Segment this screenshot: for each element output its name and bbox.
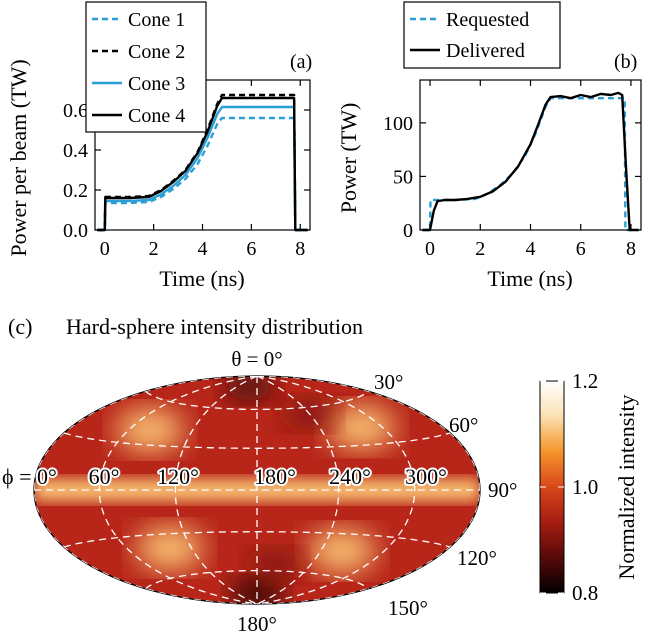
map-meridian-120: [174, 376, 258, 604]
a-xtick-label-0: 0: [100, 238, 110, 260]
panel-b-legend-box: [403, 1, 561, 69]
panel-c-title: Hard-sphere intensity distribution: [66, 314, 363, 339]
phi-label-180: 180°: [254, 464, 296, 489]
map-parallel-120: [63, 531, 451, 548]
map-meridian-60: [98, 376, 258, 604]
a-series-0: [97, 116, 308, 232]
map-meridian-240: [256, 376, 340, 604]
panel-a-legend-box: [85, 1, 207, 133]
phi-label-0: ϕ = 0°: [2, 464, 57, 489]
panel-c-label: (c): [8, 314, 32, 339]
theta-label-120: 120°: [457, 546, 497, 570]
a-ytick-label-2: 0.4: [63, 140, 88, 162]
map-gridlines: [34, 376, 480, 604]
b-legend-label-1: Delivered: [446, 40, 525, 62]
theta-label-150: 150°: [388, 596, 428, 620]
b-xtick-label-0: 0: [425, 238, 435, 260]
map-feature-dark-spot-8: [248, 549, 301, 580]
panel-c-intensity-map: (c) Hard-sphere intensity distribution θ…: [0, 314, 639, 636]
phi-label-240: 240°: [329, 464, 371, 489]
b-xtick-label-2: 4: [526, 238, 536, 260]
panel-a-series-layer: [97, 93, 308, 232]
panel-a-label: (a): [290, 51, 312, 73]
theta-label-90: 90°: [488, 478, 517, 502]
b-series-0: [422, 96, 639, 232]
panel-a-ylabel: Power per beam (TW): [6, 59, 31, 256]
panel-a-power-per-beam-chart: 0 2 4 6 8 0.0 0.2 0.4 0.6 (a) Time (ns) Power pe…: [6, 1, 312, 291]
map-feature-hot-spot-2: [327, 405, 396, 450]
panel-b-xlabel: Time (ns): [487, 266, 572, 291]
panel-b-ylabel: Power (TW): [336, 103, 361, 214]
theta-label-30: 30°: [374, 370, 403, 394]
map-meridian-0: [34, 376, 258, 604]
theta-label-60: 60°: [449, 413, 478, 437]
panel-a-legend: Cone 1 Cone 2 Cone 3 Cone 4: [85, 1, 207, 133]
map-feature-hot-spot-3: [135, 526, 204, 571]
panel-b-axes: 0 2 4 6 8 0 50 100: [383, 80, 641, 260]
a-xtick-label-3: 6: [246, 238, 256, 260]
colorbar-tick-label-1: 1.0: [572, 475, 598, 499]
b-series-1: [422, 91, 639, 232]
colorbar-tick-label-0: 0.8: [572, 581, 598, 605]
panel-b-plot-frame: [419, 79, 642, 231]
panel-b-label: (b): [614, 51, 637, 73]
b-ytick-label-1: 50: [393, 166, 413, 188]
map-labels: θ = 0° 30° 60° 90° 120° 150° 180° ϕ = 0° 60° 120°…: [0, 347, 517, 636]
a-ytick-label-0: 0.0: [63, 220, 88, 242]
a-legend-label-1: Cone 2: [128, 41, 185, 63]
colorbar-ticks: 0.8 1.0 1.2: [540, 369, 598, 605]
colorbar-tick-label-2: 1.2: [572, 369, 598, 393]
phi-label-60: 60°: [89, 464, 120, 489]
b-ytick-label-2: 100: [383, 113, 413, 135]
a-ytick-label-1: 0.2: [63, 180, 88, 202]
theta-label-180: 180°: [237, 612, 277, 636]
colorbar-label: Normalized intensity: [614, 394, 639, 579]
b-xtick-label-1: 2: [475, 238, 485, 260]
colorbar: 0.8 1.0 1.2 Normalized intensity: [539, 369, 639, 605]
a-legend-label-3: Cone 4: [128, 105, 185, 127]
panel-b-power-chart: 0 2 4 6 8 0 50 100 (b) Time (ns) Power (TW) Req…: [336, 1, 642, 291]
panel-b-legend: Requested Delivered: [403, 1, 561, 69]
b-xtick-label-4: 8: [626, 238, 636, 260]
a-series-2: [97, 105, 308, 232]
panel-a-xlabel: Time (ns): [159, 266, 244, 291]
map-meridian-300: [256, 376, 416, 604]
map-meridian-360: [256, 376, 480, 604]
a-series-3: [97, 96, 308, 232]
map-feature-hot-spot-4: [308, 528, 377, 573]
a-xtick-label-4: 8: [295, 238, 305, 260]
b-ytick-label-0: 0: [403, 220, 413, 242]
b-xtick-label-3: 6: [576, 238, 586, 260]
a-xtick-label-2: 4: [198, 238, 208, 260]
a-legend-label-0: Cone 1: [128, 9, 185, 31]
panel-b-series-layer: [422, 91, 639, 232]
panel-a-axes: 0 2 4 6 8 0.0 0.2 0.4 0.6: [63, 80, 310, 260]
a-series-1: [97, 93, 308, 232]
phi-label-120: 120°: [157, 464, 199, 489]
a-xtick-label-1: 2: [149, 238, 159, 260]
a-ytick-label-3: 0.6: [63, 100, 88, 122]
map-feature-hot-spot-1: [115, 408, 184, 453]
b-legend-label-0: Requested: [446, 9, 529, 31]
a-legend-label-2: Cone 3: [128, 73, 185, 95]
theta-label-0: θ = 0°: [231, 347, 282, 371]
phi-label-300: 300°: [405, 464, 447, 489]
